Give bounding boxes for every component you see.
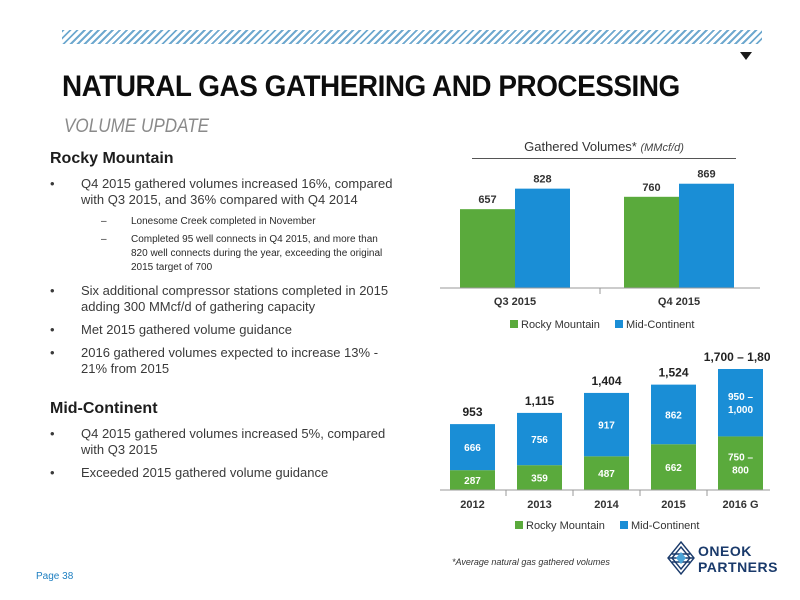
segment-label-mid: 917 <box>598 421 615 432</box>
page-title: NATURAL GAS GATHERING AND PROCESSING <box>62 70 680 103</box>
header-stripe <box>62 30 762 44</box>
stack-mid-1 <box>517 412 562 466</box>
bullet-text: Exceeded 2015 gathered volume guidance <box>81 465 329 480</box>
legend-label: Rocky Mountain <box>526 520 605 532</box>
segment-label-mid: 950 – <box>728 392 753 403</box>
page-number: Page 38 <box>36 571 74 582</box>
total-label: 1,115 <box>525 394 555 408</box>
bar-mid-0 <box>515 188 570 288</box>
bar-value-label: 828 <box>533 174 551 186</box>
bullet-text: Six additional compressor stations compl… <box>81 283 389 314</box>
legend-label: Rocky Mountain <box>521 319 600 331</box>
stack-rocky-4 <box>718 436 763 490</box>
total-label: 1,404 <box>591 374 621 388</box>
bullet-text: 2016 gathered volumes expected to increa… <box>81 345 379 376</box>
rocky-bullet-3: • Met 2015 gathered volume guidance <box>50 322 395 338</box>
annual-volume-chart: 287 666 953 2012 359 756 1,115 2013 487 917 1,404 2… <box>440 350 770 532</box>
stack-rocky-3 <box>651 444 696 490</box>
stack-mid-3 <box>651 384 696 445</box>
subbullet-text: Completed 95 well connects in Q4 2015, a… <box>131 234 383 273</box>
segment-label-rocky: 487 <box>598 469 615 480</box>
chart1-title: Gathered Volumes* (MMcf/d) <box>472 139 736 159</box>
legend-swatch <box>620 521 628 529</box>
segment-label-mid: 862 <box>665 410 682 421</box>
category-label: 2016 G <box>722 499 758 511</box>
stack-mid-4 <box>718 369 763 437</box>
mid-bullet-1: • Q4 2015 gathered volumes increased 5%,… <box>50 426 395 458</box>
stack-mid-0 <box>450 424 495 471</box>
rocky-heading: Rocky Mountain <box>50 150 174 167</box>
footnote: *Average natural gas gathered volumes <box>452 557 610 567</box>
segment-label-rocky: 800 <box>732 466 749 477</box>
mid-bullet-2: • Exceeded 2015 gathered volume guidance <box>50 465 395 481</box>
category-label: 2015 <box>661 499 685 511</box>
segment-label-rocky: 662 <box>665 463 682 474</box>
bar-value-label: 869 <box>697 169 715 181</box>
bullet-icon: • <box>50 283 55 298</box>
bar-value-label: 657 <box>478 194 496 206</box>
bullet-text: Met 2015 gathered volume guidance <box>81 322 293 337</box>
stack-rocky-1 <box>517 465 562 490</box>
segment-label-mid: 666 <box>464 443 481 454</box>
bullet-icon: • <box>50 345 55 360</box>
mid-heading: Mid-Continent <box>50 400 158 417</box>
total-label: 1,524 <box>658 366 688 380</box>
legend-label: Mid-Continent <box>626 319 694 331</box>
bar-value-label: 760 <box>642 182 660 194</box>
stack-mid-2 <box>584 392 629 457</box>
category-label: Q3 2015 <box>494 296 536 308</box>
bar-mid-1 <box>679 183 734 288</box>
bullet-icon: • <box>50 426 55 441</box>
logo-line1: ONEOK <box>698 543 752 559</box>
rocky-bullet-2: • Six additional compressor stations com… <box>50 283 395 315</box>
subbullet-text: Lonesome Creek completed in November <box>131 216 316 227</box>
segment-label-rocky: 750 – <box>728 453 753 464</box>
category-label: 2012 <box>460 499 484 511</box>
text-column: Rocky Mountain • Q4 2015 gathered volume… <box>50 150 395 488</box>
legend-swatch <box>615 320 623 328</box>
rocky-subbullet-1: – Lonesome Creek completed in November <box>50 215 395 229</box>
legend-swatch <box>515 521 523 529</box>
rocky-subbullet-2: – Completed 95 well connects in Q4 2015,… <box>50 233 395 275</box>
bullet-icon: • <box>50 176 55 191</box>
segment-label-rocky: 287 <box>464 476 481 487</box>
chart1-title-text: Gathered Volumes* <box>524 139 637 154</box>
stack-rocky-2 <box>584 456 629 490</box>
company-logo: ONEOK PARTNERS <box>666 540 777 580</box>
legend-swatch <box>510 320 518 328</box>
chart1-unit: (MMcf/d) <box>640 142 684 154</box>
category-label: 2013 <box>527 499 551 511</box>
bullet-icon: • <box>50 465 55 480</box>
rocky-bullet-4: • 2016 gathered volumes expected to incr… <box>50 345 395 377</box>
stack-rocky-0 <box>450 470 495 490</box>
total-label: 1,700 – 1,800 <box>704 350 770 364</box>
category-label: Q4 2015 <box>658 296 700 308</box>
bullet-icon: • <box>50 322 55 337</box>
logo-mark-icon <box>667 540 695 576</box>
category-label: 2014 <box>594 499 619 511</box>
bullet-text: Q4 2015 gathered volumes increased 5%, c… <box>81 426 386 457</box>
triangle-marker-icon <box>740 52 752 60</box>
bullet-text: Q4 2015 gathered volumes increased 16%, … <box>81 176 393 207</box>
legend-label: Mid-Continent <box>631 520 699 532</box>
total-label: 953 <box>462 405 482 419</box>
segment-label-mid: 1,000 <box>728 405 753 416</box>
bar-rocky-1 <box>624 196 679 288</box>
dash-icon: – <box>101 234 107 245</box>
rocky-bullet-1: • Q4 2015 gathered volumes increased 16%… <box>50 176 395 208</box>
logo-line2: PARTNERS <box>698 559 778 575</box>
dash-icon: – <box>101 216 107 227</box>
bar-rocky-0 <box>460 209 515 288</box>
page-subtitle: VOLUME UPDATE <box>64 116 210 137</box>
segment-label-rocky: 359 <box>531 474 548 485</box>
segment-label-mid: 756 <box>531 435 548 446</box>
quarterly-volume-chart: 657 828 Q3 2015 760 869 Q4 2015 Rocky Mountain… <box>440 169 760 331</box>
